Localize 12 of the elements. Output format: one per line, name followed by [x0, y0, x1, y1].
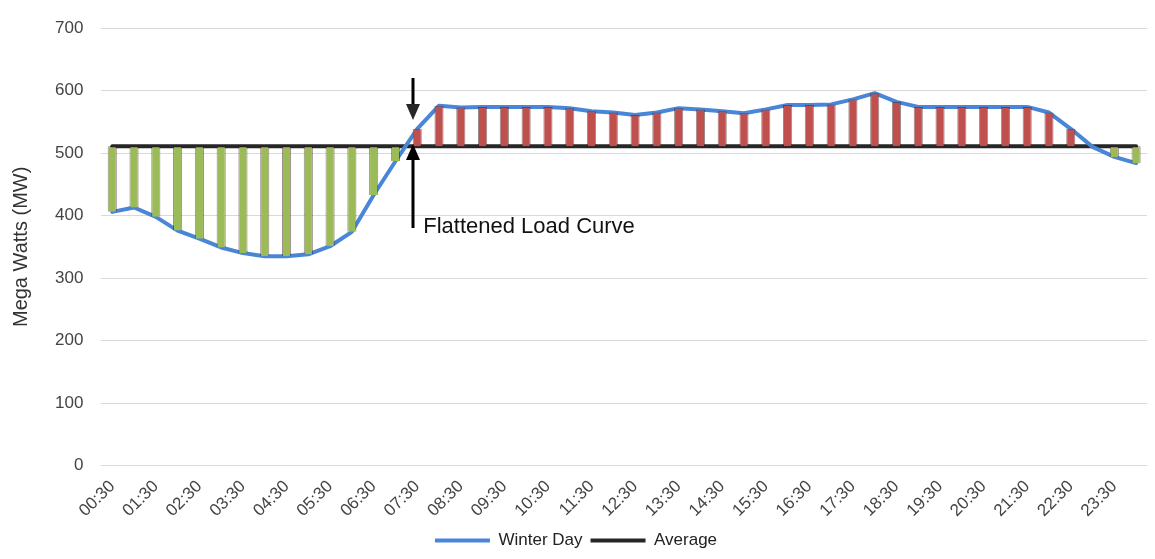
annotation: Flattened Load Curve	[423, 213, 635, 239]
y-tick-label: 300	[54, 267, 84, 287]
y-tick-label: 400	[54, 205, 84, 225]
y-tick-label: 0	[73, 455, 84, 475]
y-axis-title: Mega Watts (MW)	[8, 166, 31, 328]
y-tick-label: 700	[54, 17, 84, 37]
legend-label: Average	[654, 530, 718, 550]
y-tick-label: 100	[54, 392, 84, 412]
y-tick-label: 500	[54, 142, 84, 162]
y-tick-label: 200	[54, 330, 84, 350]
legend-label: Winter Day	[498, 530, 584, 550]
y-tick-label: 600	[54, 80, 84, 100]
